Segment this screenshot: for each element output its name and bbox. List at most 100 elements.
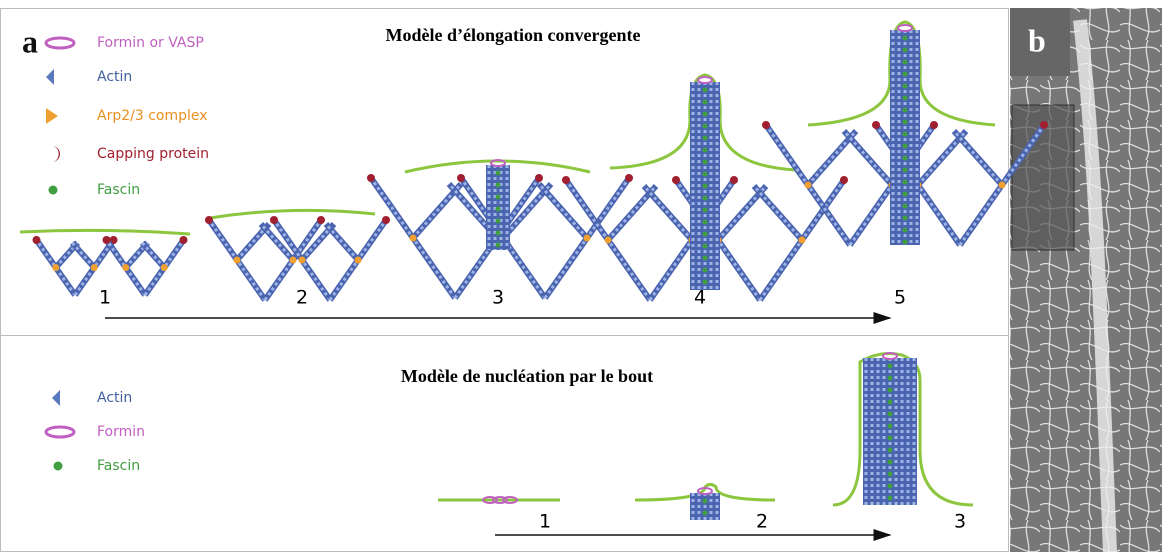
capping (317, 216, 325, 224)
capping (672, 176, 680, 184)
step-number: 2 (756, 511, 768, 533)
capping (180, 236, 188, 244)
capping (625, 174, 633, 182)
capping (33, 236, 41, 244)
title: Modèle d’élongation convergente (386, 25, 641, 45)
fascin (888, 436, 893, 441)
capping (270, 216, 278, 224)
fascin (903, 108, 908, 113)
fascin (703, 148, 708, 153)
fascin (496, 207, 501, 212)
fascin (703, 88, 708, 93)
fascin-icon (54, 462, 63, 471)
fascin (903, 192, 908, 197)
fascin (703, 256, 708, 261)
arp (91, 264, 98, 271)
fascin (703, 112, 708, 117)
fascin (903, 156, 908, 161)
panel-label: a (22, 23, 38, 59)
fascin (703, 268, 708, 273)
fascin (903, 72, 908, 77)
legend-label: Formin (97, 424, 145, 440)
legend-label: Fascin (97, 458, 140, 474)
fascin (496, 243, 501, 248)
fascin (903, 216, 908, 221)
fascin (703, 172, 708, 177)
capping (367, 174, 375, 182)
capping (872, 121, 880, 129)
fascin (903, 36, 908, 41)
fascin (703, 160, 708, 165)
legend-label: Arp2/3 complex (97, 108, 208, 124)
arp (122, 264, 129, 271)
title: Modèle de nucléation par le bout (401, 366, 653, 386)
fascin (903, 60, 908, 65)
fascin (888, 376, 893, 381)
fascin (703, 100, 708, 105)
arp (999, 182, 1006, 189)
legend-label: Actin (97, 69, 132, 85)
arp (355, 257, 362, 264)
fascin (496, 171, 501, 176)
fascin (888, 400, 893, 405)
fascin (703, 280, 708, 285)
step-number: 3 (492, 287, 504, 309)
arp (234, 257, 241, 264)
capping (762, 121, 770, 129)
legend-label: Actin (97, 390, 132, 406)
fascin (888, 424, 893, 429)
fascin (888, 472, 893, 477)
arp (161, 264, 168, 271)
capping (205, 216, 213, 224)
fascin (703, 124, 708, 129)
panel-label: b (1028, 22, 1046, 58)
fascin (888, 364, 893, 369)
fascin (903, 228, 908, 233)
fascin (903, 132, 908, 137)
fascin (903, 96, 908, 101)
fascin (903, 168, 908, 173)
fascin (888, 460, 893, 465)
fascin (703, 511, 708, 516)
capping (382, 216, 390, 224)
arp (805, 182, 812, 189)
figure: b a Modèle d’élongation convergente Modè… (0, 0, 1162, 552)
fascin (903, 120, 908, 125)
arp (290, 257, 297, 264)
fascin-icon (49, 186, 58, 195)
fascin (703, 232, 708, 237)
capping (930, 121, 938, 129)
fascin (496, 231, 501, 236)
fascin (888, 448, 893, 453)
fascin (703, 196, 708, 201)
legend-label: Formin or VASP (97, 35, 204, 51)
arp (584, 235, 591, 242)
fascin (703, 220, 708, 225)
fascin (496, 183, 501, 188)
step-number: 5 (894, 287, 906, 309)
capping (730, 176, 738, 184)
arp (52, 264, 59, 271)
fascin (903, 180, 908, 185)
fascin (888, 388, 893, 393)
legend-label: Capping protein (97, 146, 209, 162)
step-number: 2 (296, 287, 308, 309)
fascin (703, 499, 708, 504)
arp (799, 237, 806, 244)
arp (299, 257, 306, 264)
capping (535, 174, 543, 182)
fascin (496, 219, 501, 224)
capping (103, 236, 111, 244)
fascin (496, 195, 501, 200)
fascin (903, 48, 908, 53)
step-number: 1 (539, 511, 551, 533)
fascin (703, 244, 708, 249)
capping (1040, 121, 1048, 129)
fascin (903, 240, 908, 245)
step-number: 1 (99, 287, 111, 309)
arp (410, 235, 417, 242)
legend-label: Fascin (97, 182, 140, 198)
step-number: 4 (694, 287, 706, 309)
fascin (903, 204, 908, 209)
arp (605, 237, 612, 244)
